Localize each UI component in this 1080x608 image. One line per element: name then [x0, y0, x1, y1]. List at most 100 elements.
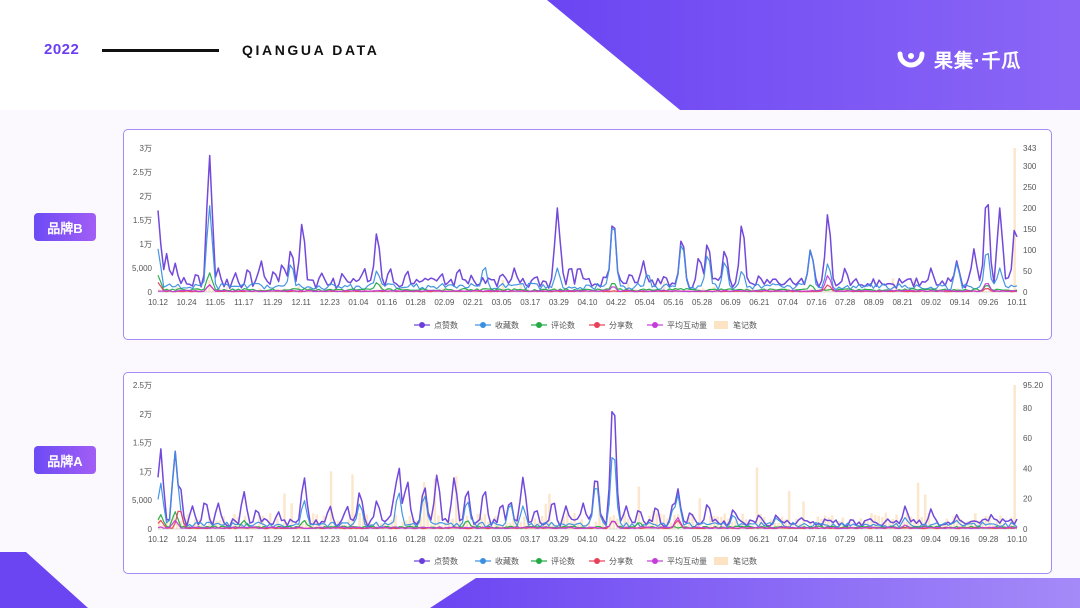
- x-tick-label: 09.04: [921, 535, 942, 544]
- notes-bar: [512, 518, 515, 529]
- x-tick-label: 04.10: [577, 535, 598, 544]
- notes-bar: [472, 522, 476, 529]
- notes-bar: [759, 513, 762, 529]
- notes-bar: [809, 521, 812, 529]
- notes-bar: [351, 474, 354, 529]
- notes-bar: [566, 513, 569, 529]
- y-right-tick-label: 20: [1023, 495, 1032, 504]
- y-left-tick-label: 1万: [140, 240, 152, 249]
- legend-swatch-bar: [714, 557, 728, 565]
- notes-bar: [888, 522, 891, 529]
- notes-bar: [913, 520, 916, 529]
- notes-bar: [544, 503, 548, 529]
- notes-bar: [322, 288, 326, 292]
- notes-bar: [748, 521, 752, 529]
- notes-bar: [573, 513, 576, 529]
- notes-bar: [741, 513, 744, 529]
- notes-bar: [508, 522, 512, 529]
- brand-a-badge: 品牌A: [34, 446, 96, 474]
- x-tick-label: 10.12: [148, 535, 169, 544]
- notes-bar: [455, 476, 458, 529]
- notes-bar: [430, 524, 433, 529]
- notes-bar: [340, 521, 344, 529]
- y-left-tick-label: 2.5万: [133, 168, 152, 177]
- series-line-2: [157, 450, 1018, 528]
- notes-bar: [877, 515, 880, 529]
- x-tick-label: 02.09: [434, 535, 455, 544]
- notes-bar: [902, 520, 905, 529]
- y-right-tick-label: 100: [1023, 246, 1037, 255]
- legend-swatch-dot: [536, 322, 542, 328]
- notes-bar: [737, 525, 741, 529]
- x-tick-label: 08.09: [864, 298, 885, 307]
- notes-bar: [770, 288, 773, 292]
- notes-bar: [437, 515, 440, 529]
- x-tick-label: 07.04: [778, 298, 799, 307]
- x-tick-label: 07.16: [807, 535, 828, 544]
- notes-bar: [823, 515, 827, 529]
- year-label: 2022: [44, 41, 80, 58]
- x-tick-label: 05.16: [663, 298, 684, 307]
- y-right-tick-label: 250: [1023, 183, 1037, 192]
- notes-bar: [966, 520, 970, 529]
- notes-bar: [290, 503, 293, 529]
- x-tick-label: 07.04: [778, 535, 799, 544]
- x-tick-label: 08.21: [892, 298, 913, 307]
- y-right-tick-label: 300: [1023, 162, 1037, 171]
- y-right-tick-label: 200: [1023, 204, 1037, 213]
- x-tick-label: 12.11: [291, 298, 311, 307]
- notes-bar: [587, 521, 591, 529]
- notes-bar: [240, 523, 243, 529]
- legend-label: 分享数: [609, 556, 633, 566]
- legend-label: 评论数: [551, 320, 575, 330]
- notes-bar: [533, 518, 537, 529]
- x-tick-label: 05.04: [635, 535, 656, 544]
- legend-label: 平均互动量: [667, 320, 707, 330]
- y-right-tick-label: 80: [1023, 404, 1032, 413]
- notes-bar: [880, 517, 884, 529]
- notes-bar: [916, 482, 920, 529]
- x-tick-label: 07.28: [835, 298, 856, 307]
- notes-bar: [784, 519, 787, 529]
- x-tick-label: 06.09: [721, 298, 742, 307]
- notes-bar: [397, 288, 401, 292]
- y-right-tick-label: 60: [1023, 434, 1032, 443]
- notes-bar: [698, 498, 701, 529]
- notes-bar: [444, 521, 447, 529]
- x-tick-label: 11.17: [234, 298, 254, 307]
- brand-b-chart: 0 5,000 1万 1.5万 2万 2.5万 3万 0 50 100 150 200 250 300 34…: [132, 144, 1037, 330]
- notes-bar: [773, 523, 777, 529]
- notes-bar: [655, 513, 659, 529]
- notes-bar: [197, 288, 200, 292]
- legend-item: 笔记数: [714, 556, 757, 566]
- legend-label: 分享数: [609, 320, 633, 330]
- legend-item: 分享数: [589, 556, 633, 566]
- y-left-tick-label: 2.5万: [133, 381, 152, 390]
- notes-bar: [984, 290, 988, 292]
- legend-item: 笔记数: [714, 320, 757, 330]
- notes-bar: [158, 517, 161, 529]
- x-tick-label: 01.04: [348, 535, 369, 544]
- brand-a-chart: 0 5,000 1万 1.5万 2万 2.5万 0 20 40 60 80 95.20 10.12 10.…: [132, 381, 1044, 566]
- notes-bar: [923, 494, 927, 529]
- notes-bar: [440, 288, 444, 292]
- notes-bar: [719, 516, 723, 529]
- notes-bar: [498, 524, 501, 529]
- header-purple-shape: [547, 0, 1080, 110]
- legend-swatch-dot: [652, 558, 658, 564]
- x-tick-label: 01.16: [377, 535, 398, 544]
- notes-bar: [662, 514, 666, 529]
- notes-bar: [233, 513, 236, 529]
- y-right-tick-label: 95.20: [1023, 381, 1044, 390]
- y-left-tick-label: 1.5万: [133, 439, 152, 448]
- x-tick-label: 12.23: [320, 298, 341, 307]
- notes-bar: [408, 516, 412, 529]
- x-tick-label: 03.29: [549, 535, 570, 544]
- y-right-tick-label: 150: [1023, 225, 1037, 234]
- legend-item: 平均互动量: [647, 556, 707, 566]
- x-tick-label: 09.02: [921, 298, 942, 307]
- x-tick-label: 03.17: [520, 535, 541, 544]
- header-title: QIANGUA DATA: [242, 42, 380, 58]
- legend-swatch-dot: [419, 322, 425, 328]
- x-tick-label: 05.28: [692, 535, 713, 544]
